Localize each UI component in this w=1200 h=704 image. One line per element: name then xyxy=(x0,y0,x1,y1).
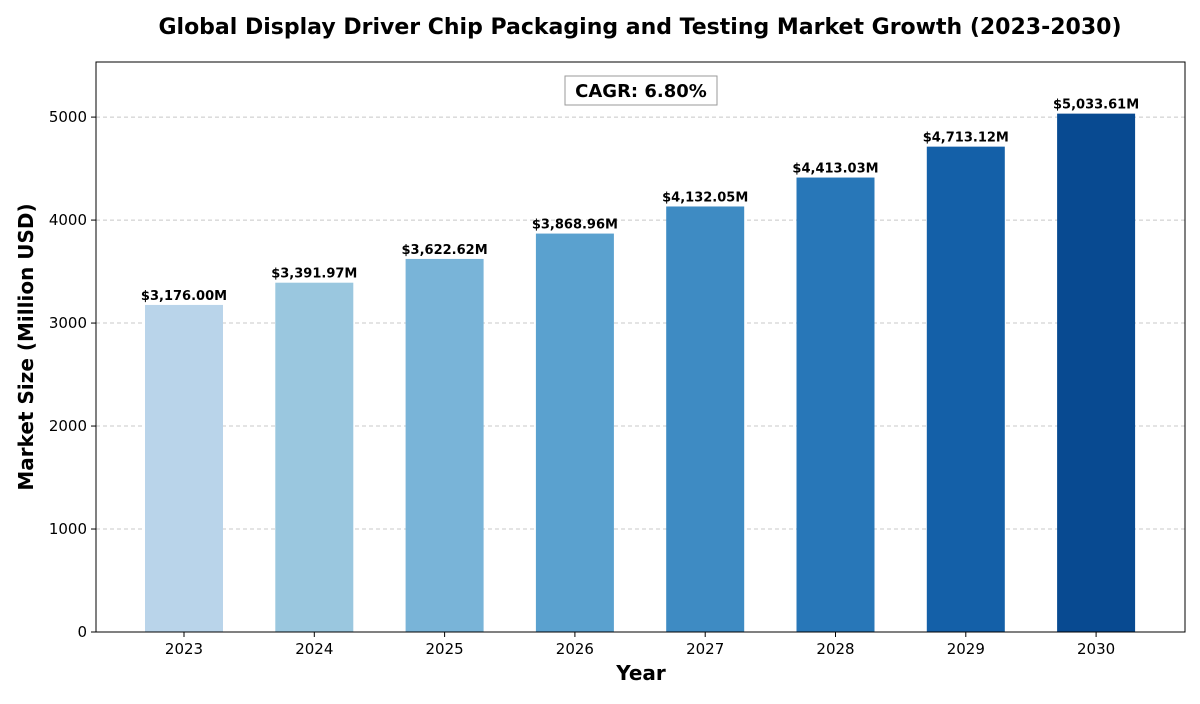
bar-2028 xyxy=(796,177,875,632)
bar-2030 xyxy=(1057,113,1136,632)
bar-2026 xyxy=(535,233,614,633)
x-tick-label: 2029 xyxy=(947,640,985,658)
bar-2027 xyxy=(666,206,745,632)
y-tick-label: 1000 xyxy=(49,520,87,538)
bar-value-label: $4,713.12M xyxy=(923,131,1009,146)
x-tick-label: 2026 xyxy=(556,640,594,658)
y-tick-label: 5000 xyxy=(49,108,87,126)
y-tick-label: 0 xyxy=(77,623,87,641)
bar-value-label: $3,622.62M xyxy=(402,243,488,258)
cagr-annotation-text: CAGR: 6.80% xyxy=(575,81,707,102)
bar-value-label: $3,176.00M xyxy=(141,289,227,304)
chart-title: Global Display Driver Chip Packaging and… xyxy=(158,15,1121,40)
bar-value-label: $3,868.96M xyxy=(532,218,618,233)
y-tick-label: 4000 xyxy=(49,211,87,229)
bar-2023 xyxy=(145,304,223,632)
bar-2025 xyxy=(405,258,484,632)
bar-2029 xyxy=(926,146,1005,632)
x-tick-label: 2025 xyxy=(426,640,464,658)
bar-2024 xyxy=(275,282,354,632)
x-axis-label: Year xyxy=(615,661,666,685)
x-tick-label: 2023 xyxy=(165,640,203,658)
y-tick-label: 3000 xyxy=(49,314,87,332)
bar-value-label: $3,391.97M xyxy=(271,267,357,282)
grid-layer xyxy=(96,116,1185,530)
x-tick-label: 2024 xyxy=(295,640,333,658)
axes-layer: 0 1000 2000 3000 4000 5000 2023 2024 2025 2026 202… xyxy=(49,61,1186,658)
bar-value-label: $5,033.61M xyxy=(1053,98,1139,113)
y-axis-label: Market Size (Million USD) xyxy=(14,203,38,490)
cagr-annotation-box xyxy=(564,75,718,106)
cagr-annotation: CAGR: 6.80% xyxy=(564,75,718,106)
plot-frame xyxy=(95,61,1186,633)
y-tick-label: 2000 xyxy=(49,417,87,435)
bar-value-label: $4,413.03M xyxy=(792,162,878,177)
x-tick-label: 2027 xyxy=(686,640,724,658)
x-tick-label: 2028 xyxy=(816,640,854,658)
x-tick-label: 2030 xyxy=(1077,640,1115,658)
bar-value-label: $4,132.05M xyxy=(662,190,748,205)
value-labels-layer: $3,176.00M $3,391.97M $3,622.62M $3,868.96M… xyxy=(141,98,1139,304)
bars-layer xyxy=(145,113,1136,633)
